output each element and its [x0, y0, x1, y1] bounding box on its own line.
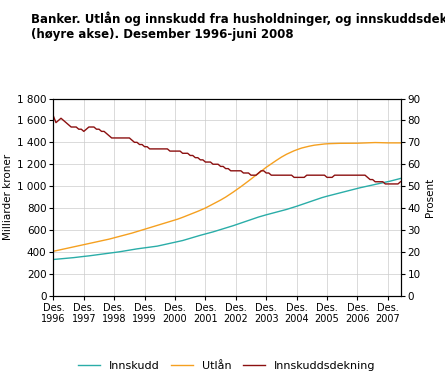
Innskuddsdekning	[248, 173, 254, 177]
Y-axis label: Prosent: Prosent	[425, 177, 435, 217]
Innskudd	[299, 202, 304, 207]
Innskudd	[344, 189, 350, 193]
Innskudd	[390, 178, 396, 183]
Innskuddsdekning	[51, 114, 56, 118]
Y-axis label: Milliarder kroner: Milliarder kroner	[3, 154, 13, 240]
Innskuddsdekning	[344, 173, 350, 177]
Utlån	[187, 212, 193, 217]
Innskuddsdekning	[383, 182, 388, 186]
Innskudd	[178, 239, 183, 243]
Innskudd	[187, 236, 193, 241]
Utlån	[393, 141, 398, 145]
Line: Innskuddsdekning: Innskuddsdekning	[53, 116, 400, 184]
Utlån	[398, 141, 403, 145]
Innskuddsdekning	[393, 182, 398, 186]
Innskudd	[248, 217, 254, 222]
Innskuddsdekning	[178, 149, 183, 153]
Utlån	[299, 146, 304, 150]
Innskuddsdekning	[187, 153, 193, 158]
Text: Banker. Utlån og innskudd fra husholdninger, og innskuddsdekning
(høyre akse). D: Banker. Utlån og innskudd fra husholdnin…	[31, 11, 445, 41]
Innskudd	[51, 257, 56, 262]
Utlån	[248, 177, 254, 181]
Utlån	[51, 249, 56, 254]
Innskuddsdekning	[398, 180, 403, 184]
Utlån	[344, 141, 350, 146]
Innskudd	[398, 176, 403, 181]
Utlån	[370, 140, 375, 145]
Legend: Innskudd, Utlån, Innskuddsdekning: Innskudd, Utlån, Innskuddsdekning	[74, 356, 380, 375]
Utlån	[178, 216, 183, 221]
Line: Innskudd: Innskudd	[53, 179, 400, 260]
Innskuddsdekning	[299, 175, 304, 180]
Line: Utlån: Utlån	[53, 143, 400, 251]
